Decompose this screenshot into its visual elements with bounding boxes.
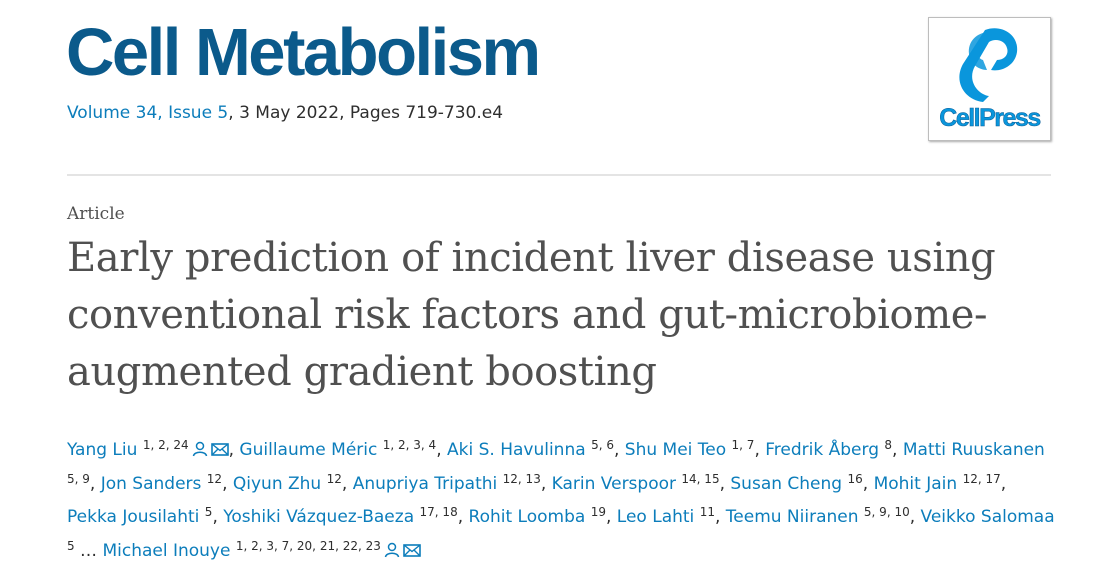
affiliation-ref[interactable]: 8: [884, 438, 893, 452]
logo-mark: [959, 28, 1018, 102]
email-icon[interactable]: [210, 441, 229, 457]
author-name[interactable]: Aki S. Havulinna: [447, 440, 586, 460]
separator: ,: [862, 473, 874, 494]
author-name[interactable]: Rohit Loomba: [468, 507, 586, 527]
separator: ,: [719, 473, 731, 494]
author-name[interactable]: Yoshiki Vázquez-Baeza: [223, 507, 415, 527]
divider: [67, 174, 1051, 176]
separator: ,: [613, 440, 625, 460]
author-name[interactable]: Qiyun Zhu: [232, 473, 322, 494]
affiliation-ref[interactable]: 12: [206, 471, 223, 486]
contact-icons[interactable]: [189, 440, 229, 460]
affiliation-ref[interactable]: 1, 2, 24: [142, 438, 189, 452]
author: Qiyun Zhu 12: [232, 471, 342, 494]
affiliation-ref[interactable]: 5, 9, 10: [863, 505, 910, 519]
separator: ,: [436, 440, 447, 460]
author-name[interactable]: Pekka Jousilahti: [67, 507, 200, 527]
author: Veikko Salomaa 5: [67, 507, 1055, 561]
author: Guillaume Méric 1, 2, 3, 4: [239, 438, 437, 460]
author: Pekka Jousilahti 5: [67, 505, 213, 527]
separator: ,: [754, 440, 766, 460]
author: Karin Verspoor 14, 15: [551, 471, 720, 494]
author: Yoshiki Vázquez-Baeza 17, 18: [223, 505, 458, 527]
article-title: Early prediction of incident liver disea…: [67, 235, 996, 395]
author: Susan Cheng 16: [730, 471, 863, 494]
affiliation-ref[interactable]: 19: [590, 505, 606, 519]
affiliation-ref[interactable]: 1, 7: [731, 438, 755, 452]
author-name[interactable]: Guillaume Méric: [239, 440, 378, 460]
separator: ,: [1000, 473, 1007, 494]
citation-details: , 3 May 2022, Pages 719-730.e4: [228, 103, 504, 123]
citation: Volume 34, Issue 5, 3 May 2022, Pages 71…: [67, 103, 503, 123]
affiliation-ref[interactable]: 14, 15: [681, 471, 720, 486]
author-name[interactable]: Yang Liu: [67, 440, 138, 460]
affiliation-ref[interactable]: 17, 18: [419, 505, 458, 519]
author: Aki S. Havulinna 5, 6: [447, 438, 614, 460]
affiliation-ref[interactable]: 1, 2, 3, 7, 20, 21, 22, 23: [235, 538, 381, 553]
logo-text: CellPress: [939, 104, 1041, 133]
author-name[interactable]: Leo Lahti: [616, 507, 695, 527]
volume-issue-link[interactable]: Volume 34, Issue 5: [67, 103, 229, 123]
author-list: Yang Liu 1, 2, 24, Guillaume Méric 1, 2,…: [67, 434, 1057, 568]
author: Michael Inouye 1, 2, 3, 7, 20, 21, 22, 2…: [102, 538, 421, 561]
journal-title[interactable]: Cell Metabolism: [66, 15, 541, 90]
separator: ,: [222, 473, 233, 494]
author-name[interactable]: Anupriya Tripathi: [352, 473, 498, 494]
author: Yang Liu 1, 2, 24: [67, 438, 229, 460]
author: Matti Ruuskanen 5, 9: [67, 440, 1045, 494]
author-name[interactable]: Mohit Jain: [873, 473, 958, 494]
author: Teemu Niiranen 5, 9, 10: [725, 505, 910, 527]
author-name[interactable]: Jon Sanders: [100, 473, 202, 494]
email-icon[interactable]: [403, 542, 421, 558]
affiliation-ref[interactable]: 5, 9: [67, 471, 90, 486]
affiliation-ref[interactable]: 12, 13: [502, 471, 541, 486]
author-name[interactable]: Matti Ruuskanen: [902, 440, 1045, 460]
affiliation-ref[interactable]: 16: [847, 471, 863, 486]
affiliation-ref[interactable]: 5, 6: [591, 438, 614, 452]
separator: ,: [212, 507, 224, 527]
author-name[interactable]: Fredrik Åberg: [765, 440, 879, 460]
separator: ,: [714, 507, 726, 527]
author: Leo Lahti 11: [616, 505, 715, 527]
affiliation-ref[interactable]: 5: [204, 505, 213, 519]
separator: ,: [892, 440, 903, 460]
contact-icons[interactable]: [381, 541, 421, 561]
affiliation-ref[interactable]: 12: [326, 471, 342, 486]
affiliation-ref[interactable]: 1, 2, 3, 4: [382, 438, 437, 452]
author-name[interactable]: Teemu Niiranen: [725, 507, 859, 527]
publisher-logo[interactable]: CellPress: [928, 17, 1051, 141]
separator: ,: [457, 507, 469, 527]
person-icon[interactable]: [192, 441, 208, 457]
separator: ,: [228, 440, 240, 460]
separator: ,: [605, 507, 617, 527]
separator: ,: [89, 473, 101, 494]
separator: ,: [909, 507, 921, 527]
author: Anupriya Tripathi 12, 13: [352, 471, 541, 494]
author: Mohit Jain 12, 17: [873, 471, 1001, 494]
author: Jon Sanders 12: [100, 471, 223, 494]
article-type: Article: [67, 204, 125, 224]
affiliation-ref[interactable]: 5: [67, 538, 75, 553]
author: Fredrik Åberg 8: [765, 438, 893, 460]
ellipsis: …: [80, 540, 98, 561]
author-name[interactable]: Veikko Salomaa: [920, 507, 1055, 527]
author: Rohit Loomba 19: [468, 505, 606, 527]
separator: ,: [540, 473, 552, 494]
separator: ,: [341, 473, 353, 494]
author-name[interactable]: Susan Cheng: [730, 473, 843, 494]
affiliation-ref[interactable]: 11: [699, 505, 715, 519]
author-name[interactable]: Michael Inouye: [102, 540, 231, 561]
author: Shu Mei Teo 1, 7: [624, 438, 755, 460]
author-name[interactable]: Karin Verspoor: [551, 473, 676, 494]
person-icon[interactable]: [384, 542, 400, 558]
affiliation-ref[interactable]: 12, 17: [962, 471, 1001, 486]
author-name[interactable]: Shu Mei Teo: [624, 440, 727, 460]
